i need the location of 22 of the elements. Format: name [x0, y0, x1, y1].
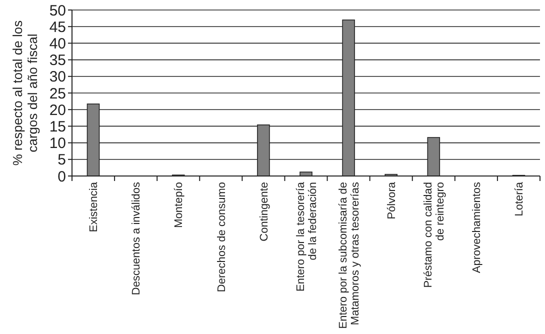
y-tick-label: 45 [49, 18, 66, 36]
x-tick-label: Préstamo con calidad de reintegro [422, 182, 447, 288]
x-tick-label: Contingente [258, 182, 270, 242]
y-axis-title: % respecto al total de los cargos del año fiscal [10, 20, 40, 166]
y-tick-label: 20 [49, 102, 66, 119]
x-tick-label: Lotería [514, 181, 526, 216]
y-tick-label: 35 [49, 52, 66, 70]
x-tick-label: Pólvora [386, 181, 398, 220]
y-tick-label: 25 [49, 85, 66, 102]
x-tick-label: Montepío [173, 182, 186, 228]
y-tick-label: 5 [58, 152, 66, 169]
y-tick-label: 40 [49, 35, 66, 52]
x-tick-label: Descuentos a inválidos [130, 182, 143, 296]
y-tick-label: 0 [58, 168, 66, 186]
y-tick-label: 30 [49, 68, 66, 86]
x-tick-label: Existencia [88, 181, 100, 232]
x-tick-label: Derechos de consumo [216, 182, 228, 292]
y-tick-label: 50 [49, 2, 66, 20]
x-tick-label: Aprovechamientos [471, 182, 484, 274]
x-tick-label: Entero por la tesorería de la federación [294, 181, 319, 292]
y-tick-label: 15 [49, 118, 66, 136]
y-tick-label: 10 [49, 135, 66, 152]
